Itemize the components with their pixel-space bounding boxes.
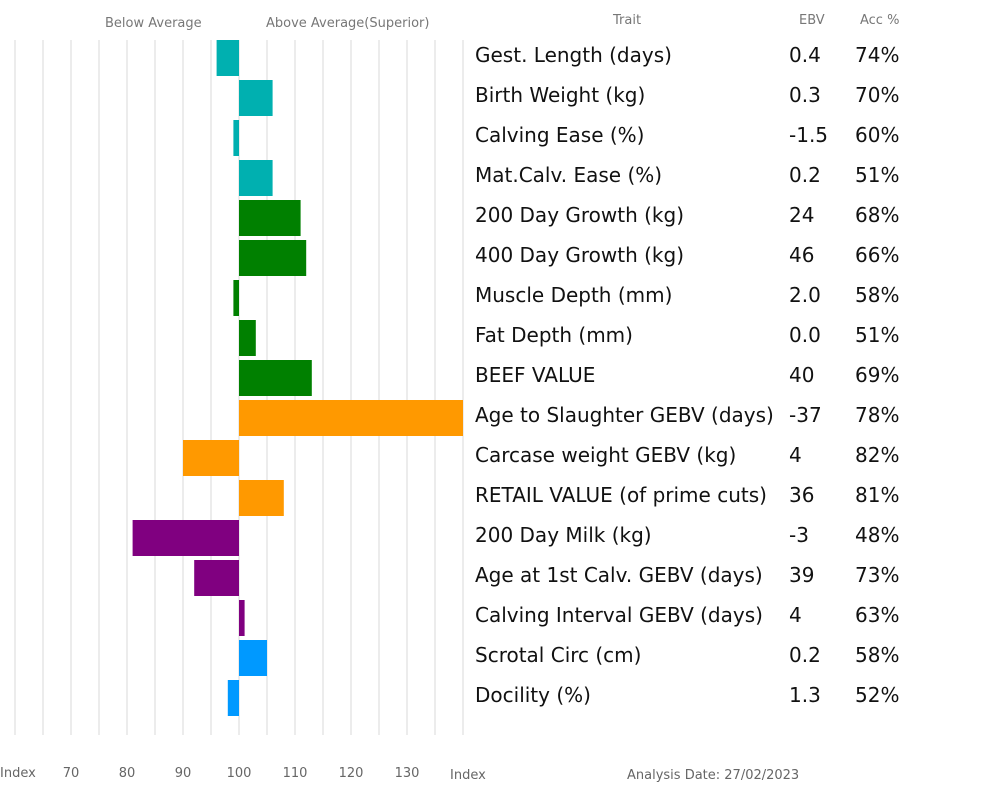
index-bar (233, 120, 239, 156)
trait-label: Docility (%) (475, 683, 591, 707)
accuracy-value: 81% (855, 483, 899, 507)
ebv-value: 0.4 (789, 43, 821, 67)
accuracy-value: 58% (855, 283, 899, 307)
trait-label: Fat Depth (mm) (475, 323, 633, 347)
accuracy-value: 63% (855, 603, 899, 627)
x-axis-label-left: Index (0, 766, 36, 781)
index-bar (239, 240, 307, 276)
accuracy-value: 73% (855, 563, 899, 587)
x-tick-label: 120 (339, 766, 364, 781)
trait-label: Age at 1st Calv. GEBV (days) (475, 563, 763, 587)
ebv-value: 1.3 (789, 683, 821, 707)
ebv-value: 4 (789, 443, 802, 467)
index-bar (239, 80, 273, 116)
index-bar (239, 480, 284, 516)
index-bar (194, 560, 239, 596)
above-average-header: Above Average(Superior) (266, 16, 429, 31)
index-bar (239, 160, 273, 196)
ebv-value: 0.3 (789, 83, 821, 107)
ebv-value: 4 (789, 603, 802, 627)
grid-lines (14, 40, 464, 735)
index-bar (227, 680, 239, 716)
x-axis-label-right: Index (450, 768, 486, 783)
trait-label: 200 Day Growth (kg) (475, 203, 684, 227)
trait-label: RETAIL VALUE (of prime cuts) (475, 483, 767, 507)
ebv-value: 0.2 (789, 163, 821, 187)
index-bar (239, 400, 463, 436)
analysis-date: Analysis Date: 27/02/2023 (627, 768, 799, 783)
trait-label: 200 Day Milk (kg) (475, 523, 652, 547)
ebv-value: 2.0 (789, 283, 821, 307)
accuracy-value: 48% (855, 523, 899, 547)
index-bar (239, 320, 256, 356)
trait-label: Carcase weight GEBV (kg) (475, 443, 736, 467)
index-bar (132, 520, 239, 556)
accuracy-value: 51% (855, 163, 899, 187)
ebv-value: 39 (789, 563, 814, 587)
ebv-value: 36 (789, 483, 814, 507)
index-bar (233, 280, 239, 316)
below-average-header: Below Average (105, 16, 202, 31)
trait-label: Gest. Length (days) (475, 43, 672, 67)
x-tick-label: 110 (283, 766, 308, 781)
ebv-value: 46 (789, 243, 814, 267)
x-tick-label: 90 (175, 766, 192, 781)
trait-label: Calving Interval GEBV (days) (475, 603, 763, 627)
trait-label: Mat.Calv. Ease (%) (475, 163, 662, 187)
x-tick-label: 100 (227, 766, 252, 781)
trait-label: 400 Day Growth (kg) (475, 243, 684, 267)
ebv-value: -3 (789, 523, 809, 547)
ebv-value: -37 (789, 403, 822, 427)
x-axis-ticks: 70 80 90 100 110 120 130 (63, 766, 420, 781)
ebv-value: -1.5 (789, 123, 828, 147)
accuracy-value: 66% (855, 243, 899, 267)
accuracy-value: 60% (855, 123, 899, 147)
accuracy-value: 69% (855, 363, 899, 387)
trait-label: Age to Slaughter GEBV (days) (475, 403, 774, 427)
x-tick-label: 130 (395, 766, 420, 781)
index-bar (216, 40, 239, 76)
accuracy-value: 74% (855, 43, 899, 67)
trait-label: Scrotal Circ (cm) (475, 643, 641, 667)
index-bar (239, 200, 301, 236)
ebv-value: 24 (789, 203, 814, 227)
index-bar (239, 640, 267, 676)
trait-label: Muscle Depth (mm) (475, 283, 672, 307)
x-tick-label: 80 (119, 766, 136, 781)
ebv-value: 0.0 (789, 323, 821, 347)
trait-label: BEEF VALUE (475, 363, 595, 387)
ebv-value: 40 (789, 363, 814, 387)
index-bar (183, 440, 239, 476)
trait-header: Trait (612, 13, 641, 28)
bars (132, 40, 463, 716)
accuracy-value: 52% (855, 683, 899, 707)
index-bar (239, 360, 312, 396)
trait-table: Gest. Length (days) 0.4 74% Birth Weight (k… (475, 43, 899, 707)
accuracy-value: 51% (855, 323, 899, 347)
acc-header: Acc % (860, 13, 899, 28)
trait-label: Birth Weight (kg) (475, 83, 645, 107)
accuracy-value: 70% (855, 83, 899, 107)
index-bar (239, 600, 245, 636)
accuracy-value: 68% (855, 203, 899, 227)
x-tick-label: 70 (63, 766, 80, 781)
ebv-header: EBV (799, 13, 825, 28)
accuracy-value: 82% (855, 443, 899, 467)
accuracy-value: 58% (855, 643, 899, 667)
ebv-value: 0.2 (789, 643, 821, 667)
accuracy-value: 78% (855, 403, 899, 427)
trait-label: Calving Ease (%) (475, 123, 644, 147)
